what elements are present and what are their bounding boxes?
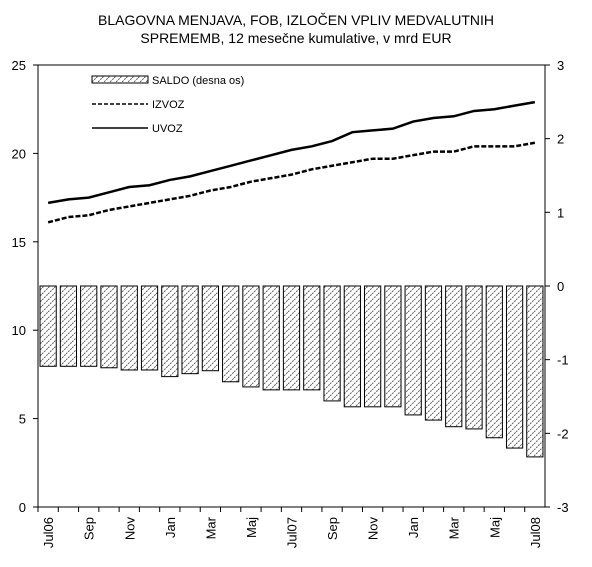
bar: [526, 285, 544, 458]
x-tick-label: Jul06: [41, 517, 56, 548]
line: [47, 141, 536, 224]
y2-tick-label: -1: [557, 353, 569, 368]
legend-label: UVOZ: [152, 123, 183, 135]
bar: [364, 285, 382, 408]
bar: [323, 285, 341, 402]
bar: [282, 285, 301, 391]
x-tick-label: Sep: [82, 517, 97, 540]
bar: [100, 285, 118, 369]
bar: [242, 285, 260, 388]
y2-tick-label: 2: [557, 132, 564, 147]
y-tick-label: 10: [12, 323, 26, 338]
bar: [303, 285, 321, 391]
bar: [262, 285, 280, 391]
x-tick-label: Jul07: [285, 517, 300, 548]
bar: [222, 285, 240, 383]
legend-swatch: [91, 75, 149, 84]
bar: [505, 285, 524, 449]
bar: [445, 285, 463, 428]
legend-label: IZVOZ: [152, 99, 185, 111]
bar: [161, 285, 179, 378]
bar: [201, 285, 219, 372]
bar: [120, 285, 138, 371]
bar: [39, 285, 57, 367]
y-tick-label: 5: [19, 412, 26, 427]
x-tick-label: Mar: [203, 516, 218, 539]
x-tick-label: Sep: [325, 517, 340, 540]
y2-tick-label: -2: [557, 426, 569, 441]
bar: [80, 285, 98, 367]
y2-tick-label: 3: [557, 58, 564, 73]
bar: [424, 285, 443, 421]
y-tick-label: 25: [12, 58, 26, 73]
x-tick-label: Jan: [163, 517, 178, 538]
x-tick-label: Jan: [406, 517, 421, 538]
y2-tick-label: 0: [557, 279, 564, 294]
line: [47, 100, 536, 205]
legend-label: SALDO (desna os): [152, 75, 244, 87]
y-tick-label: 15: [12, 235, 26, 250]
bar: [343, 285, 361, 408]
x-tick-label: Mar: [447, 516, 462, 539]
y-tick-label: 0: [19, 500, 26, 515]
x-tick-label: Maj: [244, 517, 259, 538]
x-tick-label: Maj: [487, 517, 502, 538]
bar: [404, 285, 422, 416]
y-tick-label: 20: [12, 146, 26, 161]
chart-title: SPREMEMB, 12 mesečne kumulative, v mrd E…: [140, 30, 451, 46]
chart-title: BLAGOVNA MENJAVA, FOB, IZLOČEN VPLIV MED…: [98, 12, 494, 28]
y2-tick-label: 1: [557, 205, 564, 220]
x-tick-label: Nov: [366, 517, 381, 541]
bar: [465, 285, 483, 430]
bar: [485, 285, 503, 439]
bar: [140, 285, 159, 371]
bar: [384, 285, 402, 408]
x-tick-label: Nov: [122, 517, 137, 541]
bar: [181, 285, 199, 375]
bar: [59, 285, 78, 367]
y2-tick-label: -3: [557, 500, 569, 515]
x-tick-label: Jul08: [528, 517, 543, 548]
